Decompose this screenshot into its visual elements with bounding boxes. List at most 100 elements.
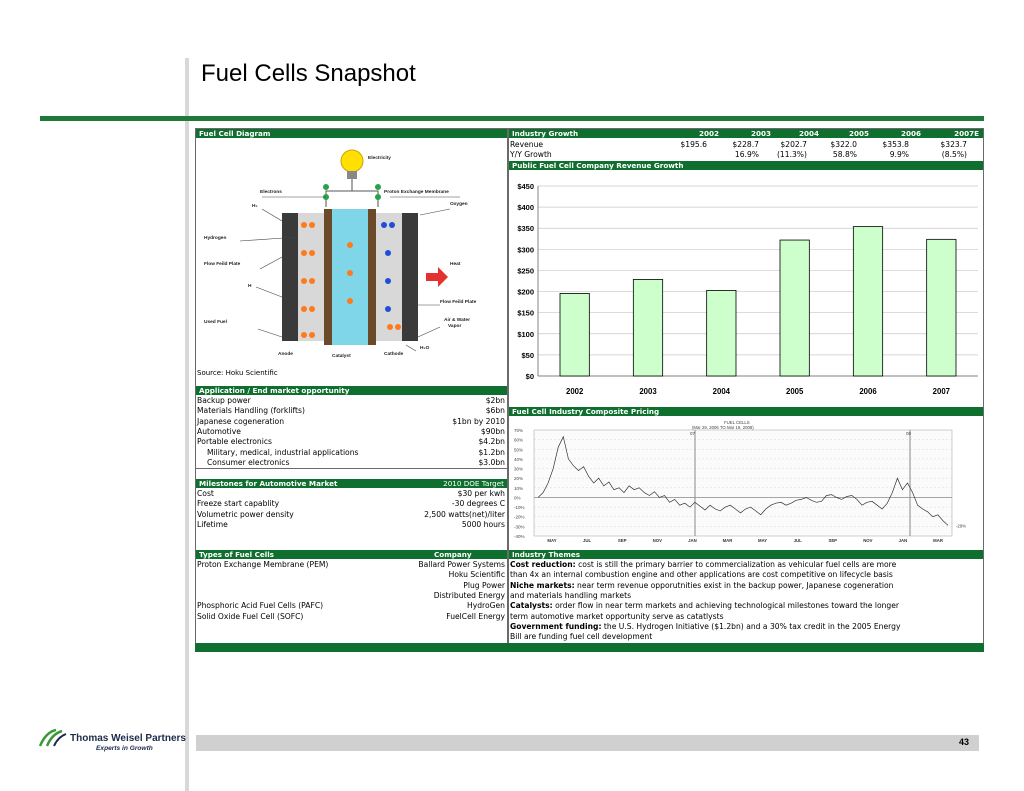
growth-cell: $202.7	[780, 140, 807, 149]
price-x-tick: NOV	[863, 538, 872, 543]
table-row-value: Hoku Scientific	[448, 570, 505, 580]
x-tick-label: 2004	[713, 387, 731, 396]
milestones-header-right: 2010 DOE Target	[443, 479, 504, 488]
theme-text: than 4x an internal combustion engine an…	[510, 570, 893, 580]
price-y-tick: 30%	[514, 467, 523, 472]
table-row-value: Plug Power	[463, 580, 505, 590]
price-y-tick: 10%	[514, 486, 523, 491]
application-header: Application / End market opportunity	[196, 386, 507, 395]
growth-cell: $353.8	[882, 140, 909, 149]
growth-cell: (8.5%)	[941, 150, 967, 159]
growth-cell: 58.8%	[832, 150, 857, 159]
theme-line: Bill are funding fuel cell development	[510, 632, 652, 642]
year-header: 2003	[750, 129, 771, 138]
y-tick-label: $300	[517, 245, 534, 254]
pricing-line-chart: 70% 60% 50% 40% 30% 20% 10% 0% -10% -20% -30% -40% 0…	[514, 420, 966, 543]
label-air-water-2: Vapor	[448, 323, 461, 329]
year-header: 2002	[698, 129, 719, 138]
x-tick-label: 2005	[786, 387, 804, 396]
marker-07-label: 07	[690, 431, 696, 436]
y-tick-label: $100	[517, 330, 534, 339]
growth-cell: $323.7	[940, 140, 967, 149]
theme-text: near term revenue opporutnities exist in…	[574, 580, 894, 590]
bottom-bar	[195, 643, 984, 652]
theme-keyword: Cost reduction:	[510, 560, 576, 569]
anode-region	[298, 213, 324, 341]
price-y-tick: 0%	[514, 495, 521, 500]
table-row-value: $1bn by 2010	[452, 416, 505, 426]
growth-row-label: Revenue	[510, 140, 544, 149]
label-flow-plate-left: Flow Feild Plate	[204, 261, 241, 267]
pricing-header: Fuel Cell Industry Composite Pricing	[509, 407, 983, 416]
table-row-value: $4.2bn	[478, 437, 505, 447]
label-h: H	[248, 283, 252, 289]
y-tick-label: $400	[517, 203, 534, 212]
bar	[632, 279, 664, 377]
revenue-bar-chart: $0 $50 $100 $150 $200 $250 $300 $350 $400 $450 200…	[517, 182, 978, 396]
growth-cell: 9.9%	[889, 150, 909, 159]
footer-bar: 43	[196, 735, 979, 751]
bar	[926, 238, 957, 377]
table-row-label: Consumer electronics	[207, 457, 290, 467]
anode-layer	[324, 209, 332, 345]
right-flow-plate	[402, 213, 418, 341]
price-x-tick: NOV	[653, 538, 662, 543]
cathode-region	[376, 213, 402, 341]
diagram-source: Source: Hoku Scientific	[197, 369, 278, 377]
growth-cell: $195.6	[680, 140, 707, 149]
marker-08-label: 08	[906, 431, 912, 436]
vertical-divider	[185, 58, 189, 791]
price-label-range: (Mar 29, 2006 TO Mar 19, 2008)	[692, 425, 754, 430]
price-y-tick: -20%	[514, 515, 525, 520]
price-y-tick: -10%	[514, 505, 525, 510]
table-row-value: FuelCell Energy	[446, 611, 505, 621]
label-flow-plate-right: Flow Feild Plate	[440, 299, 477, 305]
left-flow-plate	[282, 213, 298, 341]
table-row-label: Backup power	[197, 396, 251, 405]
theme-line: Catalysts: order flow in near term marke…	[510, 601, 899, 611]
types-header: Types of Fuel Cells Company	[196, 550, 507, 559]
price-y-tick: 20%	[514, 476, 523, 481]
table-row-value: 2,500 watts(net)/liter	[424, 509, 505, 519]
industry-growth-title: Industry Growth	[512, 129, 579, 138]
table-row-value: -30 degrees C	[451, 499, 505, 509]
table-row-label: Automotive	[197, 426, 241, 436]
bar	[852, 226, 884, 377]
year-header: 2005	[848, 129, 869, 138]
price-y-tick: -40%	[514, 534, 525, 539]
price-x-tick: SEP	[828, 538, 837, 543]
revenue-chart-header: Public Fuel Cell Company Revenue Growth	[509, 161, 983, 170]
label-electricity: Electricity	[368, 155, 391, 161]
y-tick-label: $150	[517, 309, 534, 318]
y-tick-label: $200	[517, 288, 534, 297]
theme-text: order flow in near term markets and achi…	[552, 601, 900, 611]
bar	[706, 290, 737, 377]
x-tick-label: 2007	[933, 387, 950, 396]
x-tick-label: 2003	[639, 387, 657, 396]
table-row-label: Proton Exchange Membrane (PEM)	[197, 560, 329, 569]
end-value-label: -29%	[956, 523, 966, 528]
company-name: Thomas Weisel Partners	[70, 733, 186, 744]
table-row-label: Portable electronics	[197, 437, 272, 447]
table-row-label: Japanese cogeneration	[197, 416, 285, 426]
price-x-tick: MAR	[933, 538, 944, 543]
table-row-label: Freeze start capablity	[197, 499, 280, 509]
label-electrons: Electrons	[260, 189, 282, 195]
theme-line: Niche markets: near term revenue opporut…	[510, 581, 893, 591]
table-row-label: Solid Oxide Fuel Cell (SOFC)	[197, 611, 304, 621]
theme-line: Cost reduction: cost is still the primar…	[510, 560, 896, 570]
table-row-value: $3.0bn	[478, 457, 505, 467]
theme-text: the U.S. Hydrogen Initiative ($1.2bn) an…	[601, 621, 901, 631]
y-tick-label: $250	[517, 266, 534, 275]
label-used-fuel: Used Fuel	[204, 319, 227, 325]
year-header: 2007E	[954, 129, 979, 138]
growth-cell: 16.9%	[734, 150, 759, 159]
growth-cell: $322.0	[830, 140, 857, 149]
price-x-tick: JUL	[583, 538, 591, 543]
industry-growth-header: Industry Growth 2002 2003 2004 2005 2006 2007…	[509, 129, 983, 138]
company-tagline: Experts in Growth	[96, 745, 153, 752]
table-row-label: Military, medical, industrial applicatio…	[207, 447, 359, 457]
label-cathode: Cathode	[384, 351, 404, 357]
bar	[779, 239, 810, 377]
x-tick-label: 2006	[859, 387, 877, 396]
